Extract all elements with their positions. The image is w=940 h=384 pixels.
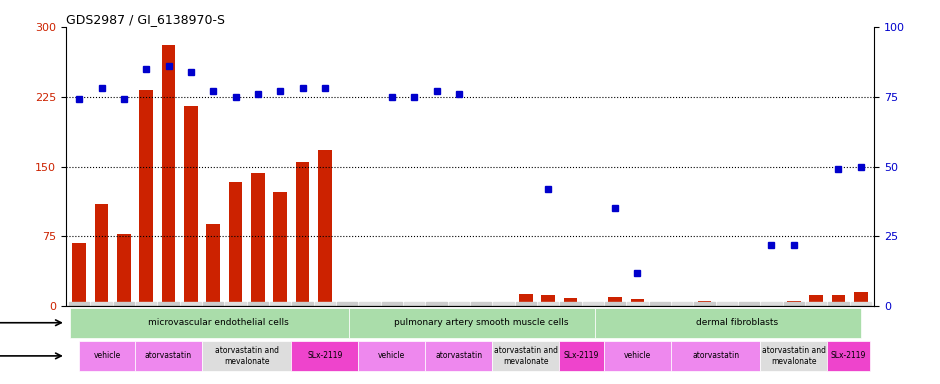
Bar bbox=[228, 182, 243, 306]
FancyBboxPatch shape bbox=[493, 341, 559, 371]
Text: GDS2987 / GI_6138970-S: GDS2987 / GI_6138970-S bbox=[66, 13, 225, 26]
Text: SLx-2119: SLx-2119 bbox=[831, 351, 866, 361]
Bar bbox=[274, 192, 287, 306]
Text: atorvastatin and
mevalonate: atorvastatin and mevalonate bbox=[214, 346, 278, 366]
Bar bbox=[318, 150, 332, 306]
Text: atorvastatin: atorvastatin bbox=[435, 351, 482, 361]
FancyBboxPatch shape bbox=[760, 341, 827, 371]
Bar bbox=[251, 173, 264, 306]
Bar bbox=[564, 298, 577, 306]
Text: atorvastatin and
mevalonate: atorvastatin and mevalonate bbox=[761, 346, 826, 366]
Text: vehicle: vehicle bbox=[624, 351, 651, 361]
FancyBboxPatch shape bbox=[79, 341, 135, 371]
FancyBboxPatch shape bbox=[291, 341, 358, 371]
Bar bbox=[72, 243, 86, 306]
Text: atorvastatin: atorvastatin bbox=[145, 351, 192, 361]
Bar bbox=[832, 295, 845, 306]
Bar bbox=[139, 90, 153, 306]
Bar bbox=[676, 303, 689, 306]
Text: SLx-2119: SLx-2119 bbox=[307, 351, 342, 361]
FancyBboxPatch shape bbox=[358, 341, 425, 371]
Bar bbox=[854, 292, 868, 306]
Text: pulmonary artery smooth muscle cells: pulmonary artery smooth muscle cells bbox=[394, 318, 569, 327]
FancyBboxPatch shape bbox=[425, 341, 493, 371]
Bar bbox=[118, 233, 131, 306]
FancyBboxPatch shape bbox=[559, 341, 604, 371]
Bar bbox=[184, 106, 197, 306]
Text: dermal fibroblasts: dermal fibroblasts bbox=[696, 318, 778, 327]
Bar bbox=[541, 295, 555, 306]
Text: atorvastatin: atorvastatin bbox=[692, 351, 739, 361]
Text: SLx-2119: SLx-2119 bbox=[564, 351, 600, 361]
Bar bbox=[162, 45, 175, 306]
Bar bbox=[519, 294, 533, 306]
Text: vehicle: vehicle bbox=[378, 351, 405, 361]
FancyBboxPatch shape bbox=[827, 341, 870, 371]
Bar bbox=[95, 204, 108, 306]
Bar bbox=[809, 295, 822, 306]
FancyBboxPatch shape bbox=[202, 341, 291, 371]
FancyBboxPatch shape bbox=[604, 341, 671, 371]
FancyBboxPatch shape bbox=[595, 308, 861, 338]
Bar bbox=[765, 303, 778, 306]
Bar bbox=[653, 303, 666, 306]
Bar bbox=[697, 301, 712, 306]
Bar bbox=[207, 224, 220, 306]
Bar bbox=[608, 297, 622, 306]
FancyBboxPatch shape bbox=[135, 341, 202, 371]
Bar bbox=[743, 303, 756, 306]
Text: microvascular endothelial cells: microvascular endothelial cells bbox=[149, 318, 290, 327]
FancyBboxPatch shape bbox=[70, 308, 350, 338]
FancyBboxPatch shape bbox=[671, 341, 760, 371]
Bar bbox=[787, 301, 801, 306]
Bar bbox=[720, 303, 733, 306]
Text: vehicle: vehicle bbox=[93, 351, 120, 361]
Text: atorvastatin and
mevalonate: atorvastatin and mevalonate bbox=[494, 346, 557, 366]
Bar bbox=[631, 299, 644, 306]
Bar bbox=[296, 162, 309, 306]
FancyBboxPatch shape bbox=[350, 308, 595, 338]
